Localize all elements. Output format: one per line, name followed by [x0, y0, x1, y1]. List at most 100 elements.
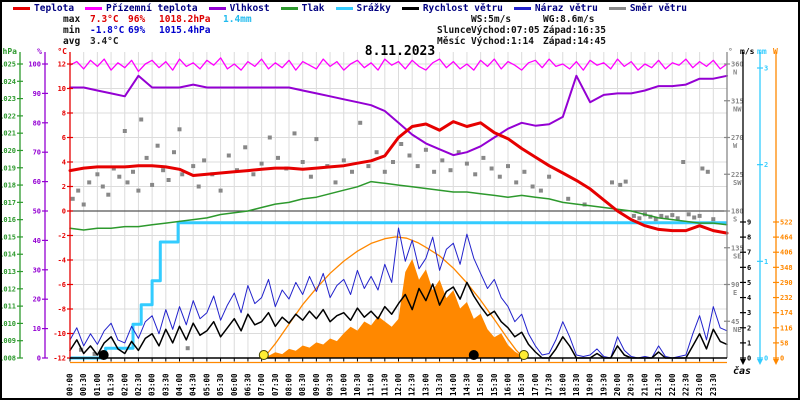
axis-tick-compass-label: E [733, 289, 737, 297]
time-label: 20:30 [627, 373, 636, 396]
axis-tick-compass-label: W [733, 142, 738, 150]
time-label: 11:00 [367, 373, 376, 396]
wind-direction-dot [675, 216, 680, 221]
wind-direction-dot [547, 174, 552, 179]
wind-direction-dot [350, 169, 354, 174]
axis-tick-label: 1015 [0, 233, 16, 241]
wind-direction-dot [648, 214, 653, 219]
wind-direction-dot [81, 202, 86, 207]
time-label: 14:30 [462, 373, 471, 396]
axis-unit-mm: mm [757, 47, 767, 56]
stats-row-min: min -1.8°C 69% 1015.4hPa [63, 24, 252, 37]
axis-tick-label: 1022 [0, 112, 16, 120]
time-label: 15:30 [490, 373, 499, 396]
time-label: 18:30 [572, 373, 581, 396]
legend-item-tlak: Tlak [280, 3, 325, 14]
astro-cell: Východ:07:05 [471, 24, 540, 36]
wind-direction-dot [610, 180, 614, 185]
series-naraz [69, 227, 728, 359]
axis-tick-label: 116 [780, 324, 793, 332]
axis-tick-compass-label: SW [733, 179, 742, 187]
wind-direction-dot [251, 172, 256, 177]
axis-tick-label: 1 [764, 258, 768, 266]
wind-direction-dot [308, 174, 313, 179]
axis-tick-label: 70 [33, 149, 41, 157]
axis-tick-label: -10 [53, 330, 66, 338]
time-label: 16:30 [517, 373, 526, 396]
series-srazky [70, 221, 727, 360]
wind-direction-dot [366, 164, 371, 169]
legend-dash-naraz-vetru [513, 7, 531, 10]
axis-tick-label: 1008 [0, 355, 16, 363]
axis-tick-label: 406 [780, 249, 793, 257]
legend-dash-vlhkost [208, 7, 226, 10]
stats-label: min [63, 24, 81, 36]
legend-dash-prizemni-teplota [85, 7, 103, 10]
wind-direction-dot [440, 158, 445, 163]
stats-left: max 7.3°C 96% 1018.2hPa 1.4mm min -1.8°C 69% 101… [63, 14, 252, 47]
axis-tick-label: 1014 [0, 251, 16, 259]
time-label: 12:00 [394, 373, 403, 396]
axis-tick-label: 1024 [0, 78, 16, 86]
axis-tick-label: 0 [764, 355, 768, 363]
wind-direction-dot [686, 212, 691, 217]
axis-tick-label: 1010 [0, 320, 16, 328]
wind-direction-dot [333, 180, 338, 185]
axis-tick-label: 1019 [0, 164, 16, 172]
wind-direction-dot [292, 131, 297, 136]
axis-tick-label: 225 [731, 171, 744, 179]
axis-tick-label: 464 [780, 234, 793, 242]
wind-direction-dot [497, 174, 502, 179]
wind-direction-dot [161, 168, 166, 173]
axis-unit-hPa: hPa [3, 47, 18, 56]
time-label: 17:30 [545, 373, 554, 396]
axis-tick-label: 100 [28, 61, 41, 69]
axis-tick-label: 1021 [0, 130, 16, 138]
wind-direction-dot [106, 192, 111, 197]
wind-direction-dot [623, 179, 628, 184]
axis-tick-label: 1013 [0, 268, 16, 276]
axis-tick-label: 90 [731, 281, 739, 289]
time-label: 04:30 [189, 373, 198, 396]
axis-tick-compass-label: NE [733, 326, 741, 334]
wind-direction-dot [139, 117, 144, 122]
wind-direction-dot [100, 184, 105, 189]
stats-value: -1.8°C [90, 24, 125, 36]
x-axis-label: čas [733, 366, 752, 377]
axis-unit-ms: m/s [740, 47, 755, 56]
wind-direction-dot [374, 150, 379, 155]
series-teplota [68, 120, 729, 235]
axis-unit-pct: % [37, 47, 42, 56]
axis-tick-label: 9 [747, 219, 751, 227]
axis-tick-label: 60 [33, 178, 41, 186]
legend-label: Tlak [301, 3, 325, 14]
axis-tick-label: 174 [780, 309, 793, 317]
axis-tick-compass-label: NW [733, 105, 742, 113]
wind-direction-dot [172, 150, 176, 155]
axis-tick-label: 7 [747, 249, 751, 257]
wind-direction-dot [653, 217, 658, 222]
axis-tick-label: 30 [33, 266, 41, 274]
axis-tick-label: 1009 [0, 337, 16, 345]
legend-dash-smer-vetru [608, 7, 626, 10]
wind-direction-dot [692, 215, 697, 220]
wind-direction-dot [259, 161, 264, 166]
axis-unit-degC: °C [57, 47, 67, 56]
axis-tick-label: -8 [58, 306, 66, 314]
time-label: 03:30 [161, 373, 170, 396]
astro-cell: Měsíc [437, 35, 466, 47]
axis-tick-label: 2 [747, 324, 751, 332]
axis-arrow-W [773, 359, 779, 365]
stats-value: 1.4mm [223, 14, 252, 25]
stats-value: 7.3°C [90, 14, 119, 25]
astro-row-0: WS:5m/s WG:8.6m/s [437, 14, 606, 26]
time-label: 11:30 [380, 373, 389, 396]
axis-tick-label: 232 [780, 294, 793, 302]
axis-tick-label: 8 [747, 234, 751, 242]
wind-direction-dot [177, 127, 182, 132]
legend-item-prizemni-teplota: Přízemní teplota [85, 3, 198, 14]
axis-unit-deg: ° [728, 47, 733, 56]
legend-dash-teplota [13, 7, 30, 10]
axis-tick-label: 10 [58, 85, 66, 93]
